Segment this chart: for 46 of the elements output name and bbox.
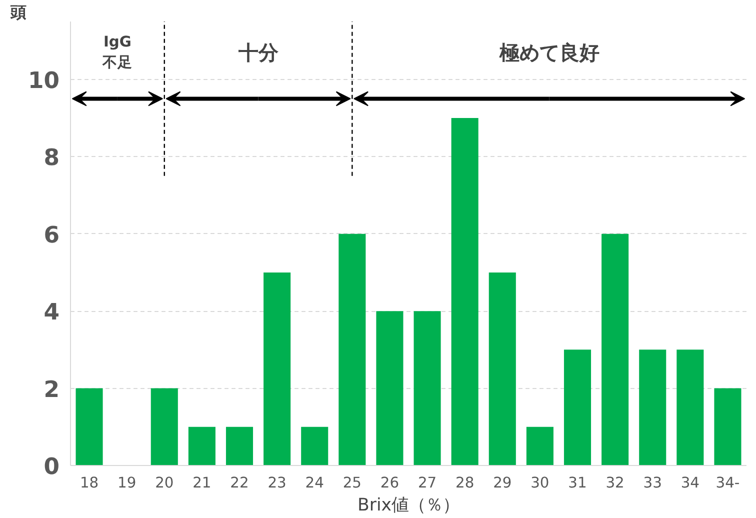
bar (338, 234, 366, 466)
x-tick-label: 30 (530, 474, 550, 492)
x-tick-label: 31 (568, 474, 587, 492)
bar (526, 426, 554, 466)
x-tick-label: 22 (230, 474, 249, 492)
annotation: 極めて良好 (498, 40, 600, 64)
bar (226, 426, 254, 466)
x-tick-label: 25 (342, 474, 362, 492)
x-axis-title: Brix値（％） (357, 496, 460, 516)
x-tick-label: 27 (418, 474, 437, 492)
y-tick-label: 6 (44, 222, 60, 248)
x-tick-label: 24 (305, 474, 324, 492)
x-tick-label: 18 (80, 474, 99, 492)
bar (564, 350, 592, 466)
x-tick-label: 28 (456, 474, 474, 492)
bar (639, 350, 666, 466)
bar (676, 350, 704, 466)
x-tick-label: 21 (192, 474, 212, 492)
y-tick-label: 0 (44, 454, 60, 480)
x-tick-label: 33 (643, 474, 662, 492)
y-tick-label: 8 (44, 145, 60, 172)
y-axis-title: 頭 (10, 2, 26, 22)
bar (488, 272, 516, 466)
bar (414, 311, 441, 466)
x-tick-label: 29 (493, 474, 512, 492)
bar (76, 388, 103, 466)
bar (602, 234, 629, 466)
x-tick-label: 19 (118, 474, 136, 492)
bar (150, 388, 178, 466)
x-tick-label: 23 (268, 474, 286, 492)
y-tick-label: 10 (28, 68, 60, 94)
bar (264, 272, 291, 466)
y-tick-label: 4 (44, 300, 60, 326)
x-tick-label: 20 (155, 474, 174, 492)
annotation: 十分 (237, 40, 280, 64)
x-tick-label: 34 (680, 474, 700, 492)
bar (714, 388, 742, 466)
bar (188, 426, 216, 466)
bar (376, 311, 404, 466)
x-tick-label: 26 (380, 474, 400, 492)
annotation: IgG 不足 (101, 34, 132, 72)
bar (451, 118, 478, 466)
y-tick-label: 2 (44, 376, 60, 403)
x-tick-label: 34- (716, 474, 740, 492)
x-tick-label: 32 (606, 474, 624, 492)
bar (301, 426, 328, 466)
